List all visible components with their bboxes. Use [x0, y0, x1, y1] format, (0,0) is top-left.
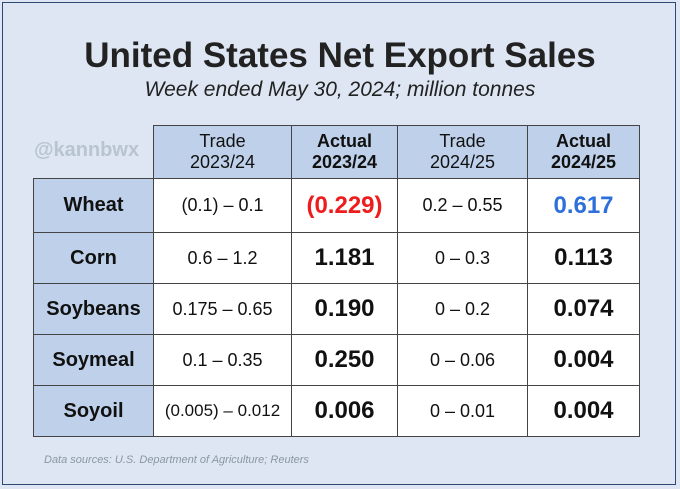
col-header-line2: 2024/25: [550, 152, 617, 172]
col-header-line1: Actual: [555, 131, 611, 151]
table-row-soybeans: Soybeans 0.175 – 0.65 0.190 0 – 0.2 0.07…: [33, 283, 640, 335]
col-header-line1: Trade: [439, 131, 486, 151]
cell-trade-2023-24: (0.005) – 0.012: [153, 385, 292, 437]
col-header-line1: Trade: [199, 131, 246, 151]
row-label-soymeal: Soymeal: [33, 334, 154, 386]
cell-trade-2024-25: 0 – 0.01: [397, 385, 528, 437]
table-row-soymeal: Soymeal 0.1 – 0.35 0.250 0 – 0.06 0.004: [33, 334, 640, 386]
row-label-wheat: Wheat: [33, 178, 154, 233]
cell-trade-2024-25: 0 – 0.06: [397, 334, 528, 386]
col-header-trade-2024-25: Trade 2024/25: [397, 125, 528, 179]
cell-trade-2023-24: 0.6 – 1.2: [153, 232, 292, 284]
table-row-soyoil: Soyoil (0.005) – 0.012 0.006 0 – 0.01 0.…: [33, 385, 640, 437]
row-label-soyoil: Soyoil: [33, 385, 154, 437]
cell-actual-2023-24: 0.250: [291, 334, 398, 386]
cell-actual-2023-24: 1.181: [291, 232, 398, 284]
data-sources-note: Data sources: U.S. Department of Agricul…: [44, 454, 309, 466]
cell-trade-2024-25: 0 – 0.2: [397, 283, 528, 335]
cell-trade-2024-25: 0.2 – 0.55: [397, 178, 528, 233]
chart-subtitle: Week ended May 30, 2024; million tonnes: [144, 78, 536, 101]
watermark: @kannbwx: [34, 139, 140, 161]
col-header-actual-2024-25: Actual 2024/25: [527, 125, 640, 179]
cell-actual-2023-24: 0.190: [291, 283, 398, 335]
cell-actual-2024-25: 0.074: [527, 283, 640, 335]
row-label-corn: Corn: [33, 232, 154, 284]
cell-actual-2024-25: 0.617: [527, 178, 640, 233]
col-header-line2: 2023/24: [189, 152, 256, 172]
cell-actual-2023-24: 0.006: [291, 385, 398, 437]
col-header-line2: 2023/24: [311, 152, 378, 172]
cell-actual-2024-25: 0.113: [527, 232, 640, 284]
table-row-corn: Corn 0.6 – 1.2 1.181 0 – 0.3 0.113: [33, 232, 640, 284]
row-label-soybeans: Soybeans: [33, 283, 154, 335]
cell-actual-2024-25: 0.004: [527, 385, 640, 437]
header-row: Trade 2023/24 Actual 2023/24 Trade 2024/…: [34, 125, 640, 179]
cell-trade-2023-24: 0.1 – 0.35: [153, 334, 292, 386]
col-header-trade-2023-24: Trade 2023/24: [153, 125, 292, 179]
corner-cell: [34, 126, 154, 179]
col-header-line2: 2024/25: [429, 152, 496, 172]
export-sales-table: Trade 2023/24 Actual 2023/24 Trade 2024/…: [33, 125, 640, 437]
cell-trade-2024-25: 0 – 0.3: [397, 232, 528, 284]
table-row-wheat: Wheat (0.1) – 0.1 (0.229) 0.2 – 0.55 0.6…: [33, 178, 640, 233]
cell-trade-2023-24: (0.1) – 0.1: [153, 178, 292, 233]
col-header-line1: Actual: [316, 131, 372, 151]
chart-title: United States Net Export Sales: [84, 36, 596, 75]
cell-actual-2023-24: (0.229): [291, 178, 398, 233]
cell-trade-2023-24: 0.175 – 0.65: [153, 283, 292, 335]
cell-actual-2024-25: 0.004: [527, 334, 640, 386]
col-header-actual-2023-24: Actual 2023/24: [291, 125, 398, 179]
